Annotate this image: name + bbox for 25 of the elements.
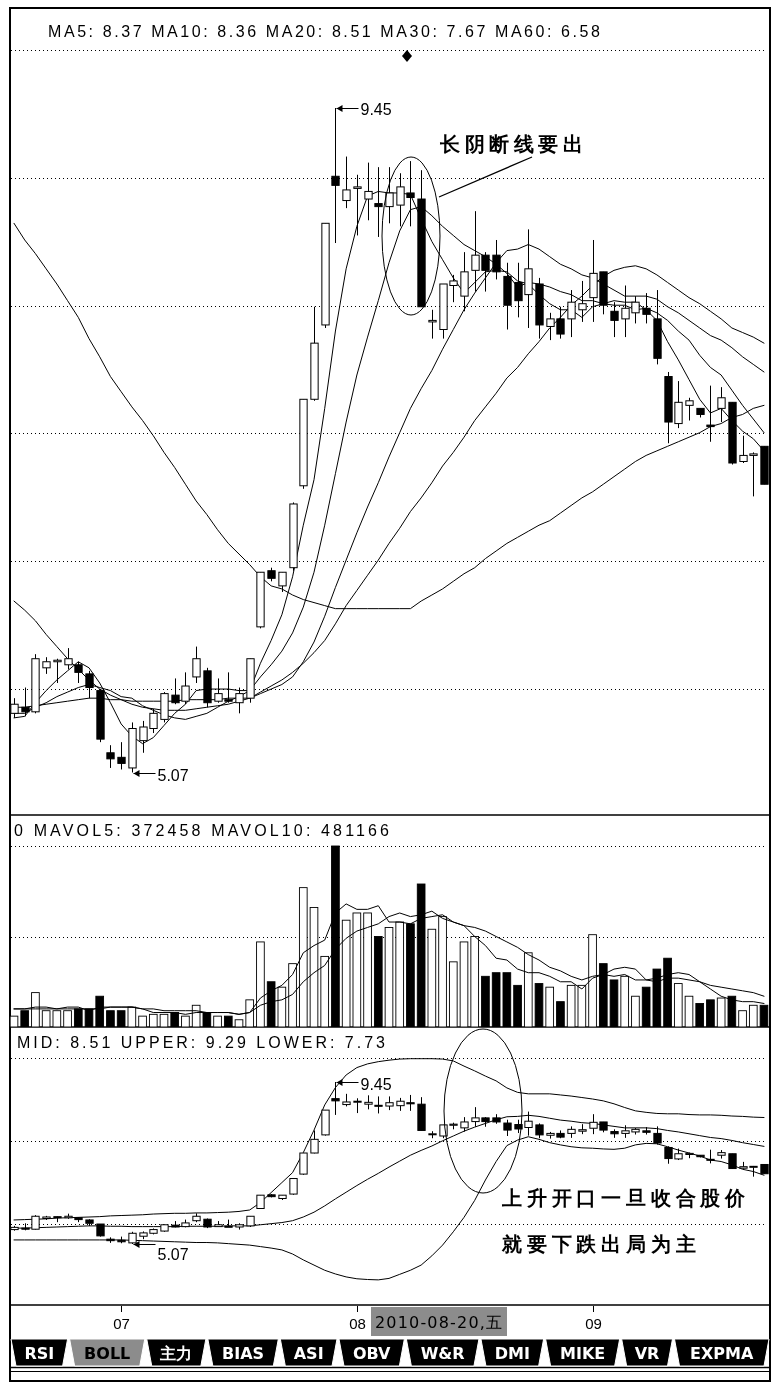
text: 5.07	[157, 1245, 189, 1263]
annotation: 就要下跌出局为主	[501, 1232, 701, 1256]
text: 2010-08-20,五	[375, 1313, 502, 1332]
x-tick-label: 08	[349, 1315, 366, 1332]
chart-title: 0 MAVOL5: 372458 MAVOL10: 481166	[14, 822, 390, 839]
tab: ASI	[279, 1338, 338, 1367]
tab: EXPMA	[674, 1338, 770, 1367]
tab: DMI	[480, 1338, 545, 1367]
tab: W&R	[405, 1338, 480, 1367]
tab: VR	[621, 1338, 673, 1367]
tab: 主力	[146, 1338, 207, 1367]
tab: RSI	[10, 1338, 69, 1367]
annotation: 9.45	[360, 100, 392, 118]
annotation: 长阴断线要出	[439, 132, 587, 156]
tab: BOLL	[69, 1338, 146, 1367]
tab: MIKE	[545, 1338, 621, 1367]
annotation: 9.45	[360, 1075, 392, 1093]
tab: BIAS	[207, 1338, 279, 1367]
annotation: 5.07	[157, 766, 189, 784]
chart-title: MA5: 8.37 MA10: 8.36 MA20: 8.51 MA30: 7.67 MA60: 6.58	[48, 23, 601, 40]
x-tick-label: 09	[585, 1315, 602, 1332]
x-tick-label: 07	[113, 1315, 130, 1332]
tab: OBV	[338, 1338, 405, 1367]
chart-title: MID: 8.51 UPPER: 9.29 LOWER: 7.73	[17, 1034, 386, 1051]
annotation: 上升开口一旦收合股价	[501, 1186, 750, 1210]
